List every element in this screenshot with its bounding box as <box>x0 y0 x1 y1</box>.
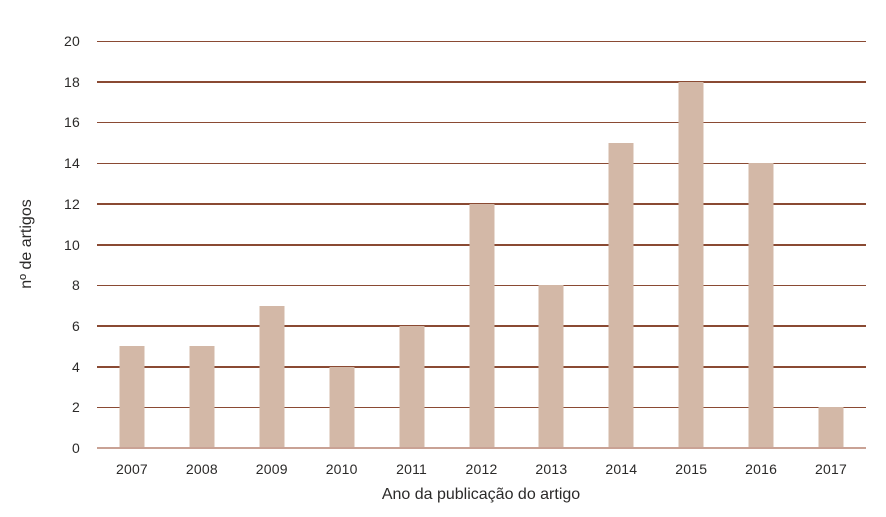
bar-2007 <box>119 346 145 448</box>
y-tick-label-8: 8 <box>72 277 80 294</box>
bar-2008 <box>189 346 215 448</box>
bar-2016 <box>748 163 774 448</box>
gridline-14 <box>97 162 866 165</box>
x-tick-label-2016: 2016 <box>745 461 778 477</box>
x-tick-label-2014: 2014 <box>605 461 638 477</box>
gridline-20 <box>97 40 866 42</box>
y-tick-label-18: 18 <box>64 73 80 90</box>
x-tick-label-2009: 2009 <box>255 461 288 477</box>
bar-2014 <box>608 142 634 448</box>
y-tick-label-14: 14 <box>64 155 80 172</box>
x-tick-label-2010: 2010 <box>325 461 358 477</box>
bar-2011 <box>399 325 425 448</box>
x-axis-line <box>97 446 866 449</box>
y-tick-label-16: 16 <box>64 114 80 131</box>
y-tick-label-20: 20 <box>64 33 80 49</box>
bar-2009 <box>259 305 285 448</box>
y-tick-label-0: 0 <box>72 440 80 456</box>
x-tick-label-2015: 2015 <box>675 461 708 477</box>
y-tick-label-12: 12 <box>64 195 80 212</box>
y-tick-label-10: 10 <box>64 236 80 253</box>
gridline-18 <box>97 81 866 83</box>
x-tick-label-2008: 2008 <box>185 461 218 477</box>
x-axis-title: Ano da publicação do artigo <box>381 486 581 503</box>
y-tick-label-4: 4 <box>72 358 80 375</box>
bar-2010 <box>329 366 355 448</box>
bar-2012 <box>469 203 494 448</box>
x-tick-label-2007: 2007 <box>115 461 148 477</box>
y-tick-label-2: 2 <box>72 399 80 416</box>
plot-area <box>97 40 866 449</box>
bar-2015 <box>678 81 704 448</box>
bar-2013 <box>538 285 564 448</box>
y-tick-label-6: 6 <box>72 317 80 334</box>
x-tick-label-2012: 2012 <box>465 461 498 477</box>
bar-2017 <box>818 407 844 448</box>
x-tick-label-2017: 2017 <box>815 461 848 477</box>
gridline-16 <box>97 121 866 124</box>
x-tick-label-2013: 2013 <box>535 461 568 477</box>
x-tick-label-2011: 2011 <box>396 461 428 477</box>
